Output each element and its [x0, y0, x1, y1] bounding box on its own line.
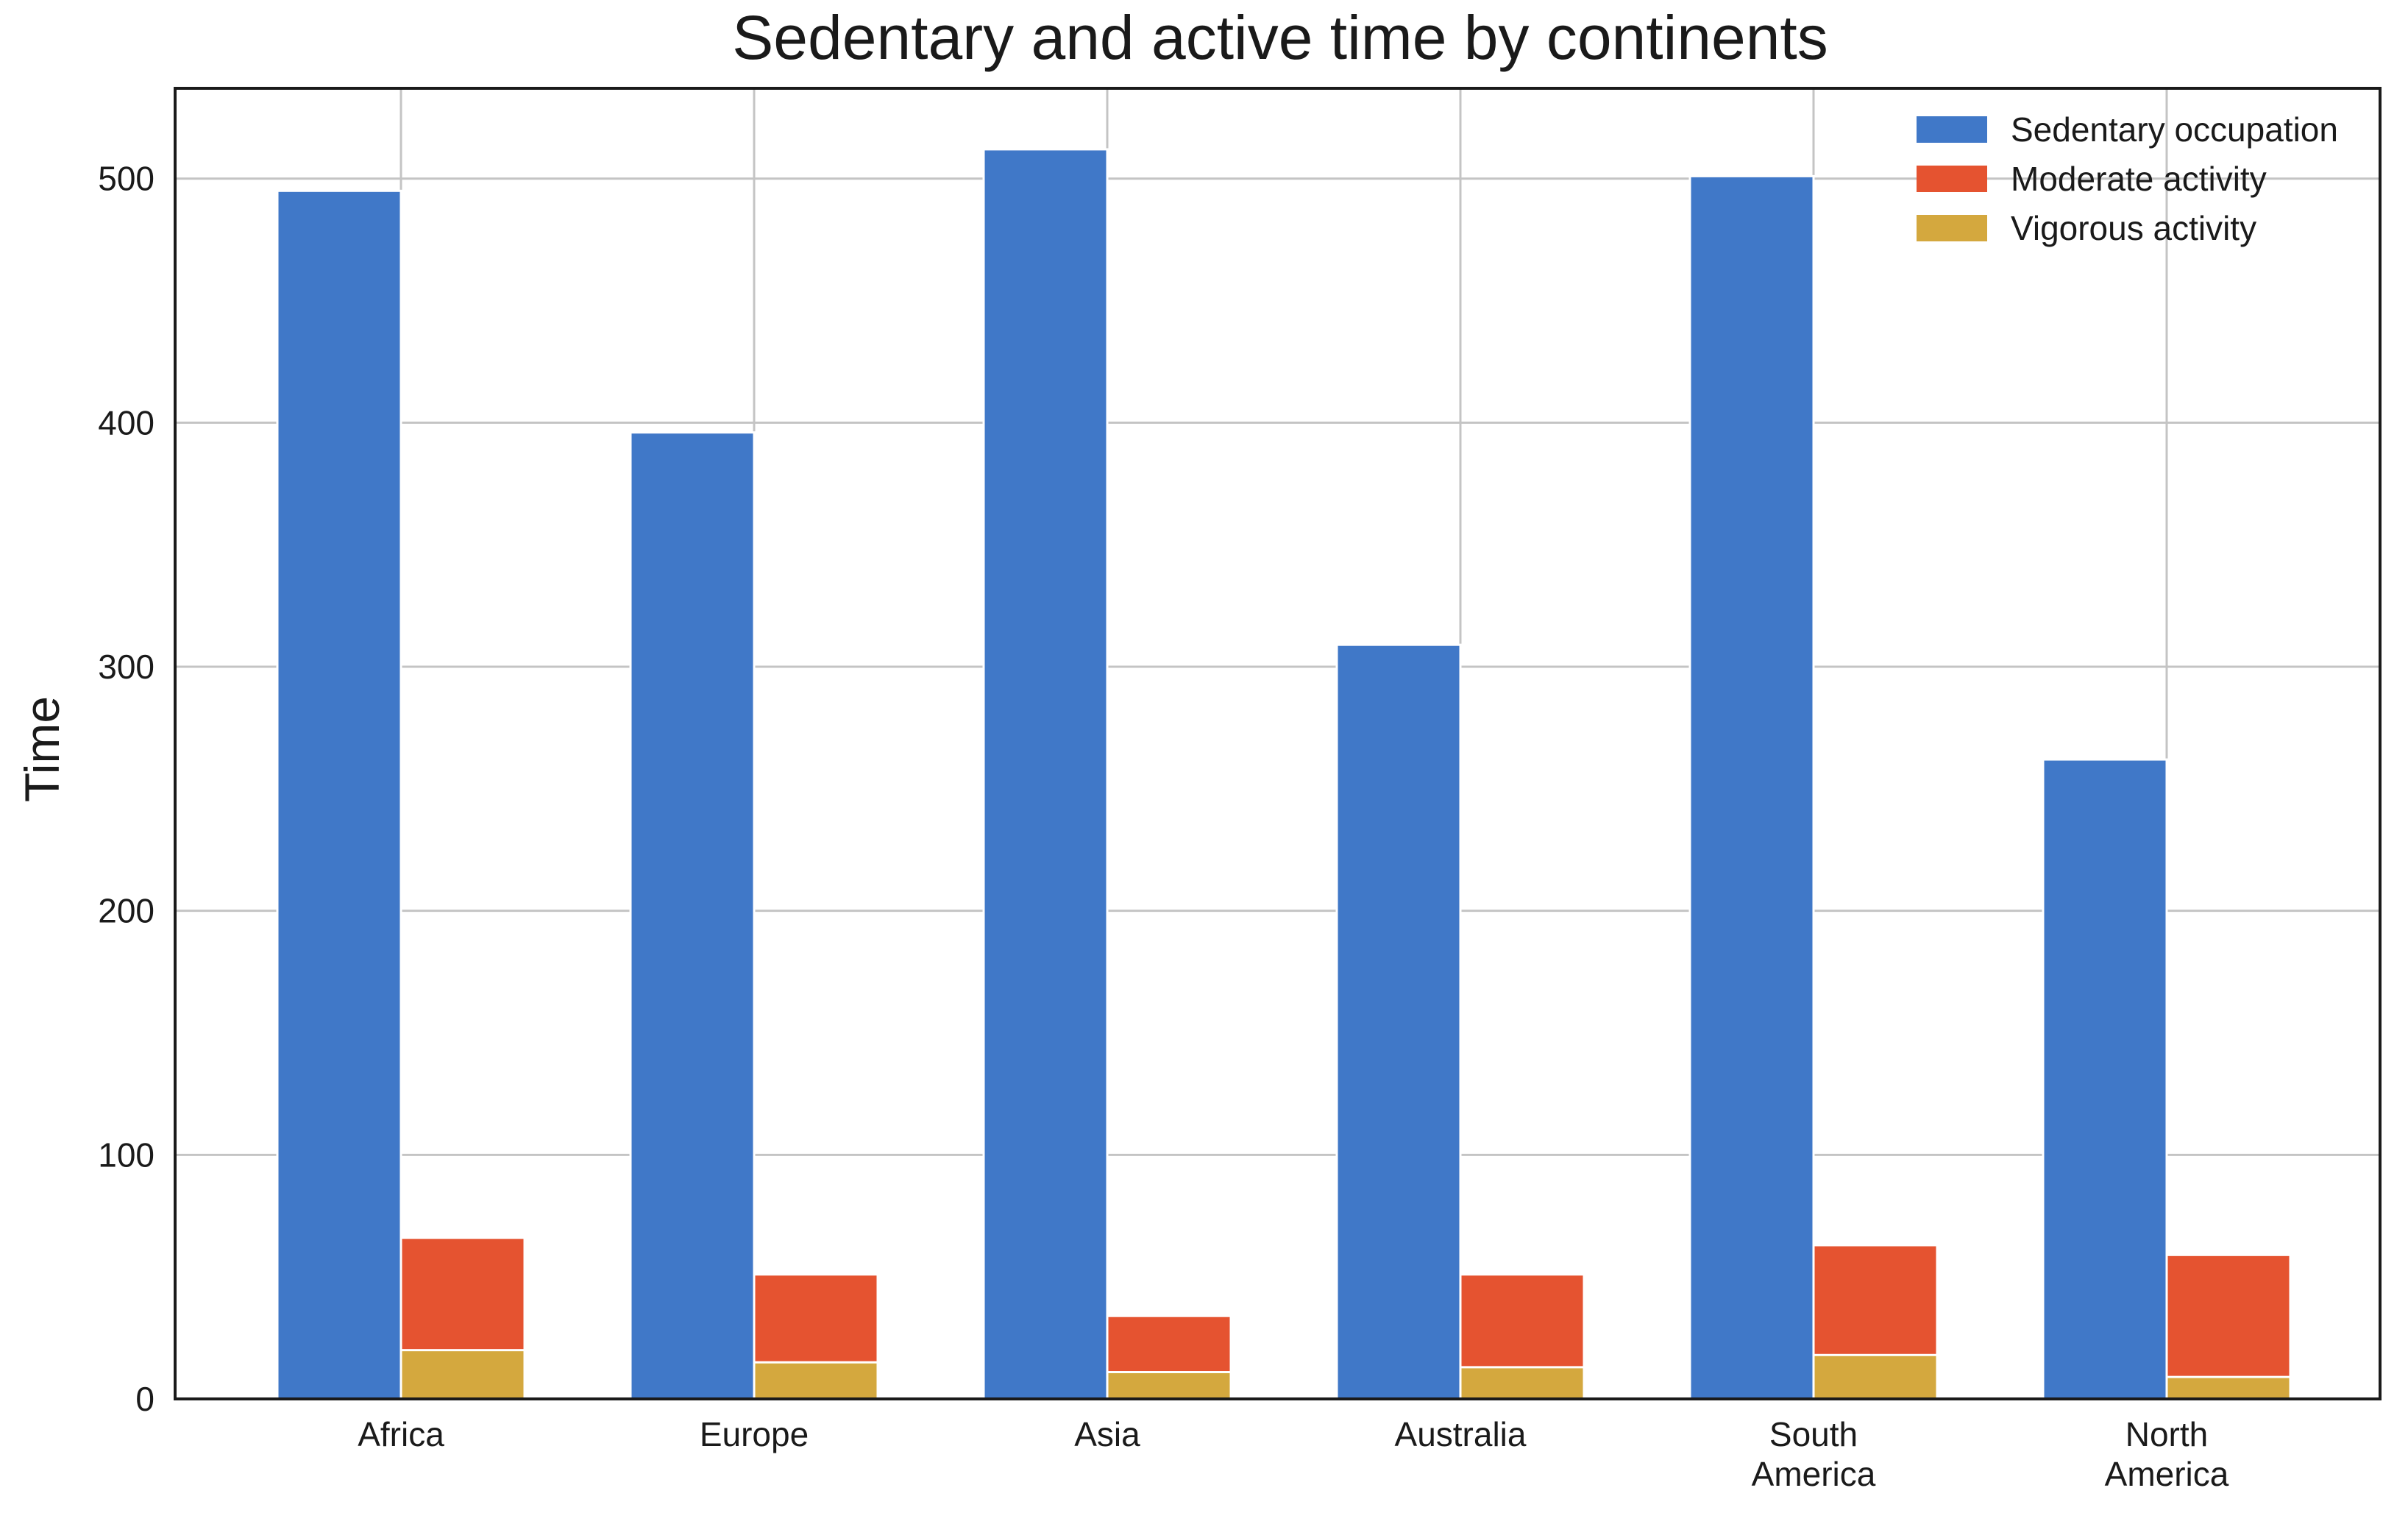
legend-swatch-1: [1917, 166, 1987, 192]
x-tick-label-3: Australia: [1395, 1415, 1527, 1453]
x-tick-label-1: Europe: [700, 1415, 809, 1453]
legend-swatch-2: [1917, 215, 1987, 241]
y-tick-label-4: 400: [98, 403, 155, 442]
bar-sedentary-5: [2042, 758, 2168, 1400]
chart-title: Sedentary and active time by continents: [732, 3, 1828, 72]
bar-vigorous-0: [399, 1349, 526, 1400]
bar-sedentary-0: [276, 189, 402, 1400]
bar-sedentary-3: [1335, 643, 1462, 1400]
bar-sedentary-2: [982, 148, 1109, 1400]
y-axis: 0 100 200 300 400 500: [98, 160, 155, 1418]
x-tick-label-4: South America: [1752, 1415, 1876, 1493]
plot-frame: [174, 87, 2382, 1400]
y-axis-label: Time: [15, 696, 69, 802]
bar-sedentary-4: [1688, 174, 1815, 1400]
x-axis: Africa Europe Asia Australia South America Nor…: [358, 1415, 2229, 1493]
legend-label-0: Sedentary occupation: [2011, 110, 2338, 149]
bar-vigorous-5: [2165, 1375, 2292, 1400]
bar-vigorous-4: [1812, 1353, 1939, 1400]
bar-vigorous-1: [753, 1361, 879, 1400]
legend-swatch-0: [1917, 116, 1987, 143]
bar-vigorous-3: [1459, 1366, 1585, 1400]
y-tick-label-5: 500: [98, 160, 155, 198]
y-tick-label-2: 200: [98, 892, 155, 930]
x-tick-label-5: North America: [2105, 1415, 2229, 1493]
x-tick-label-2: Asia: [1074, 1415, 1140, 1453]
bar-sedentary-1: [629, 431, 756, 1400]
bars: [276, 148, 2292, 1400]
y-tick-label-3: 300: [98, 648, 155, 686]
legend-label-1: Moderate activity: [2011, 160, 2267, 198]
legend-label-2: Vigorous activity: [2011, 209, 2256, 247]
legend: Sedentary occupation Moderate activity Vig…: [1917, 110, 2338, 247]
x-tick-label-0: Africa: [358, 1415, 444, 1453]
y-tick-label-1: 100: [98, 1135, 155, 1174]
y-tick-label-0: 0: [135, 1380, 155, 1418]
bar-vigorous-2: [1106, 1371, 1232, 1400]
